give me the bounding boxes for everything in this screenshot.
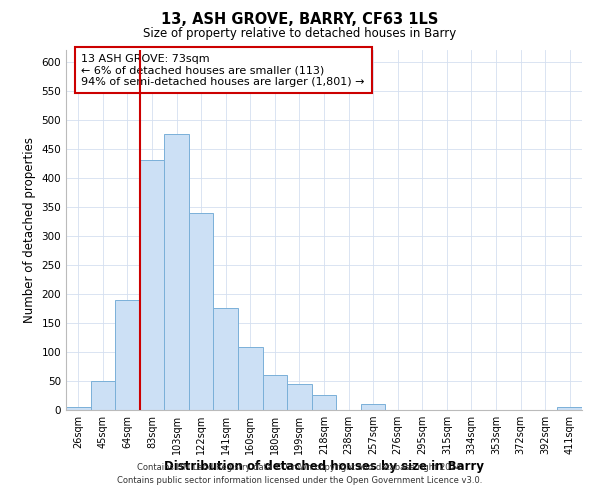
- X-axis label: Distribution of detached houses by size in Barry: Distribution of detached houses by size …: [164, 460, 484, 473]
- Bar: [164, 134, 189, 410]
- Bar: [238, 348, 263, 410]
- Bar: [91, 381, 115, 410]
- Bar: [140, 160, 164, 410]
- Bar: [214, 308, 238, 410]
- Bar: [66, 407, 91, 410]
- Bar: [557, 407, 582, 410]
- Y-axis label: Number of detached properties: Number of detached properties: [23, 137, 36, 323]
- Text: 13, ASH GROVE, BARRY, CF63 1LS: 13, ASH GROVE, BARRY, CF63 1LS: [161, 12, 439, 28]
- Text: Size of property relative to detached houses in Barry: Size of property relative to detached ho…: [143, 28, 457, 40]
- Text: Contains public sector information licensed under the Open Government Licence v3: Contains public sector information licen…: [118, 476, 482, 485]
- Bar: [189, 212, 214, 410]
- Text: Contains HM Land Registry data © Crown copyright and database right 2024.: Contains HM Land Registry data © Crown c…: [137, 464, 463, 472]
- Bar: [361, 404, 385, 410]
- Bar: [263, 375, 287, 410]
- Bar: [115, 300, 140, 410]
- Text: 13 ASH GROVE: 73sqm
← 6% of detached houses are smaller (113)
94% of semi-detach: 13 ASH GROVE: 73sqm ← 6% of detached hou…: [82, 54, 365, 87]
- Bar: [287, 384, 312, 410]
- Bar: [312, 396, 336, 410]
